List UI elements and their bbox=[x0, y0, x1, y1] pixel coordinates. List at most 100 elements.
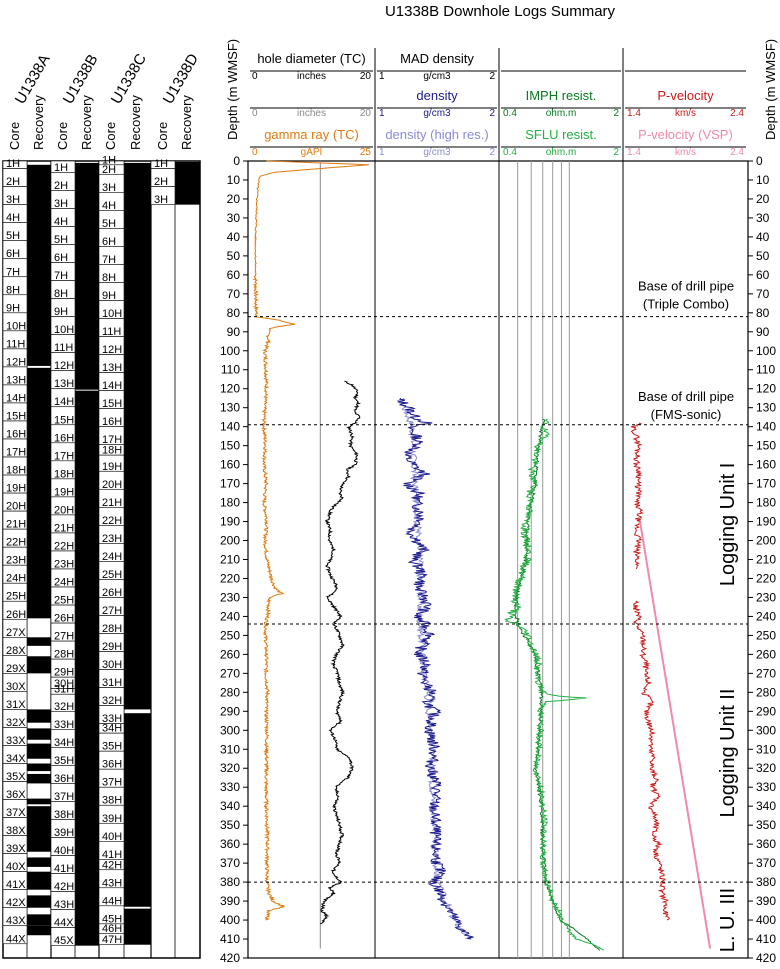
core-label: 13H bbox=[102, 362, 122, 374]
tick-label-right: 190 bbox=[756, 515, 776, 529]
recovery-column-label: Recovery bbox=[79, 95, 94, 150]
tick-label-left: 290 bbox=[220, 704, 240, 718]
core-label: 33H bbox=[102, 713, 122, 725]
core-label: 19H bbox=[6, 483, 26, 495]
core-label: 9H bbox=[54, 306, 68, 318]
recovery-bar bbox=[75, 390, 99, 946]
tick-label-left: 130 bbox=[220, 401, 240, 415]
core-label: 6H bbox=[6, 248, 20, 260]
core-label: 42X bbox=[6, 897, 26, 909]
core-label: 42H bbox=[54, 881, 74, 893]
core-label: 8H bbox=[6, 284, 20, 296]
tick-label-left: 320 bbox=[220, 761, 240, 775]
recovery-column-label: Recovery bbox=[31, 95, 46, 150]
track-header-unit: gAPI bbox=[301, 147, 323, 158]
core-label: 2H bbox=[154, 176, 168, 188]
core-label: 30X bbox=[6, 681, 26, 693]
track-header-max: 2 bbox=[489, 108, 495, 119]
recovery-bar bbox=[27, 798, 51, 805]
core-label: 31H bbox=[54, 684, 74, 696]
core-label: 8H bbox=[102, 272, 116, 284]
core-label: 34H bbox=[54, 737, 74, 749]
core-label: 17H bbox=[102, 434, 122, 446]
tick-label-right: 280 bbox=[756, 685, 776, 699]
tick-label-right: 410 bbox=[756, 932, 776, 946]
track-header-min: 1.4 bbox=[627, 108, 641, 119]
recovery-bar bbox=[27, 806, 51, 852]
core-label: 4H bbox=[54, 216, 68, 228]
core-label: 44X bbox=[54, 917, 74, 929]
recovery-bar bbox=[27, 871, 51, 890]
core-label: 42H bbox=[102, 859, 122, 871]
core-label: 6H bbox=[102, 236, 116, 248]
core-label: 28X bbox=[6, 645, 26, 657]
core-label: 37X bbox=[6, 807, 26, 819]
logging-unit-label: L. U. III bbox=[717, 888, 739, 952]
core-label: 14H bbox=[6, 392, 26, 404]
core-label: 21H bbox=[102, 497, 122, 509]
tick-label-right: 290 bbox=[756, 704, 776, 718]
core-column-label: Core bbox=[155, 122, 170, 150]
recovery-bar bbox=[27, 773, 51, 784]
core-label: 35H bbox=[102, 741, 122, 753]
tick-label-right: 180 bbox=[756, 496, 776, 510]
tick-label-right: 360 bbox=[756, 837, 776, 851]
series-line-p-velocity bbox=[630, 422, 645, 570]
core-label: 30H bbox=[102, 659, 122, 671]
core-label: 32X bbox=[6, 717, 26, 729]
track-header-unit: inches bbox=[297, 108, 326, 119]
core-label: 35H bbox=[54, 755, 74, 767]
core-label: 36H bbox=[54, 773, 74, 785]
tick-label-right: 50 bbox=[756, 249, 770, 263]
core-label: 32H bbox=[54, 701, 74, 713]
series-line-hole-diameter-tc bbox=[320, 380, 362, 925]
core-label: 1H bbox=[102, 154, 116, 166]
core-label: 25H bbox=[102, 569, 122, 581]
tick-label-left: 280 bbox=[220, 685, 240, 699]
tick-label-right: 100 bbox=[756, 344, 776, 358]
core-label: 27X bbox=[6, 627, 26, 639]
track-header-min: 0.4 bbox=[503, 108, 517, 119]
core-label: 14H bbox=[54, 396, 74, 408]
series-line-density-high-res bbox=[396, 397, 472, 940]
core-label: 37H bbox=[54, 791, 74, 803]
tick-label-left: 350 bbox=[220, 818, 240, 832]
tick-label-left: 260 bbox=[220, 647, 240, 661]
core-label: 43H bbox=[54, 899, 74, 911]
track-header-label: density (high res.) bbox=[385, 127, 488, 142]
core-label: 26H bbox=[102, 587, 122, 599]
track-header-max: 2 bbox=[613, 108, 619, 119]
core-label: 12H bbox=[54, 360, 74, 372]
annotation-text: Base of drill pipe bbox=[638, 389, 734, 404]
core-label: 9H bbox=[102, 290, 116, 302]
core-label: 33H bbox=[54, 719, 74, 731]
track-header-max: 2 bbox=[613, 147, 619, 158]
tick-label-right: 120 bbox=[756, 382, 776, 396]
recovery-bar bbox=[27, 637, 51, 646]
recovery-bar bbox=[27, 914, 51, 926]
tick-label-right: 310 bbox=[756, 742, 776, 756]
tick-label-right: 380 bbox=[756, 875, 776, 889]
core-label: 17H bbox=[6, 447, 26, 459]
core-label: 28H bbox=[54, 649, 74, 661]
tick-label-right: 320 bbox=[756, 761, 776, 775]
core-label: 30H bbox=[54, 678, 74, 690]
core-label: 23H bbox=[54, 558, 74, 570]
tick-label-right: 260 bbox=[756, 647, 776, 661]
track-header-min: 0 bbox=[252, 71, 258, 82]
recovery-bar bbox=[27, 925, 51, 936]
core-label: 8H bbox=[54, 288, 68, 300]
tick-label-left: 230 bbox=[220, 590, 240, 604]
core-label: 16H bbox=[54, 432, 74, 444]
recovery-bar bbox=[124, 713, 151, 907]
tick-label-right: 10 bbox=[756, 173, 770, 187]
track-header-min: 0.4 bbox=[503, 147, 517, 158]
tick-label-right: 250 bbox=[756, 628, 776, 642]
tick-label-left: 210 bbox=[220, 553, 240, 567]
tick-label-right: 330 bbox=[756, 780, 776, 794]
core-label: 15H bbox=[102, 398, 122, 410]
recovery-bar bbox=[27, 895, 51, 908]
tick-label-left: 120 bbox=[220, 382, 240, 396]
tick-label-left: 10 bbox=[227, 173, 241, 187]
